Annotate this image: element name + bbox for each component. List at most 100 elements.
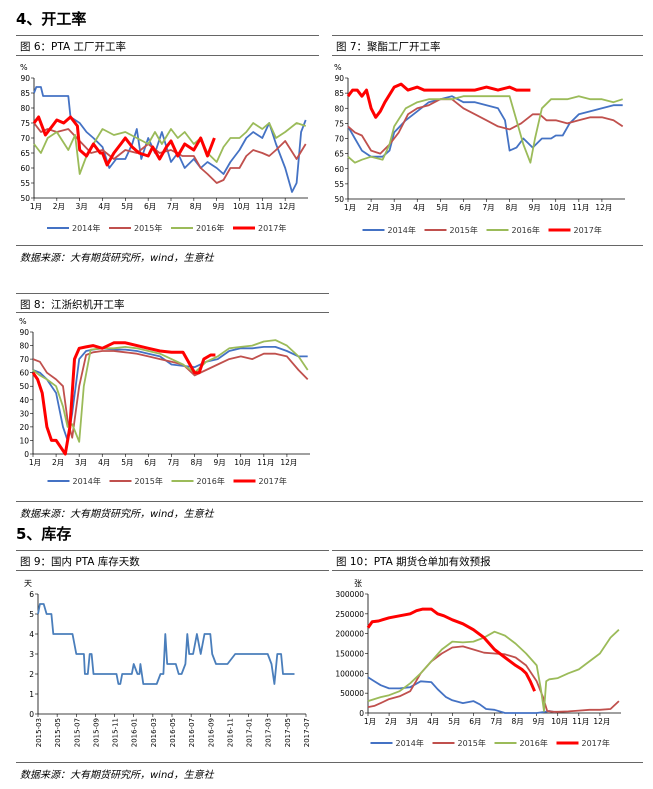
x-tick-label: 2016-05 xyxy=(169,718,177,747)
title-rule xyxy=(16,55,319,56)
x-tick-label: 11月 xyxy=(257,458,274,467)
x-tick-label: 2月 xyxy=(367,203,379,212)
x-tick-label: 2017-07 xyxy=(303,718,311,747)
x-tick-label: 10月 xyxy=(234,458,251,467)
figure-9-chart: 天 0 1 2 3 4 5 6 2015-03 2015-05 2015-07 2015-09 2015… xyxy=(24,579,311,747)
x-tick-label: 2015-05 xyxy=(54,718,62,747)
y-tick-label: 80 xyxy=(20,104,30,113)
y-tick-label: 50 xyxy=(19,382,29,391)
y-tick-label: 55 xyxy=(334,180,344,189)
source-rule xyxy=(16,501,643,502)
y-tick-label: 80 xyxy=(334,104,344,113)
legend-label: 2014年 xyxy=(396,738,424,748)
title-rule xyxy=(16,35,319,36)
x-tick-label: 2015-09 xyxy=(92,718,100,747)
legend-label: 2017年 xyxy=(259,476,287,486)
y-tick-label: 50000 xyxy=(340,689,364,698)
y-tick-label: 0 xyxy=(24,450,29,459)
x-tick-label: 11月 xyxy=(572,717,589,726)
legend-label: 2016年 xyxy=(520,738,548,748)
legend-label: 2017年 xyxy=(574,225,602,235)
x-tick-label: 8月 xyxy=(505,203,517,212)
x-tick-label: 12月 xyxy=(280,458,297,467)
x-tick-label: 1月 xyxy=(30,202,42,211)
x-tick-label: 11月 xyxy=(256,202,273,211)
figure-7-chart: % 50 55 60 65 70 75 80 85 90 1月 2月 3月 4月 5月 6月 7月 8月 9月 10月… xyxy=(334,63,625,235)
series-line-3 xyxy=(32,339,309,443)
x-tick-label: 2015-07 xyxy=(73,718,81,747)
x-tick-label: 2月 xyxy=(53,202,65,211)
legend-label: 2016年 xyxy=(512,225,540,235)
figure-6-chart: % 50 55 60 65 70 75 80 85 90 1月 2月 3月 4月 5月 6月 7月 8月 9月 10月… xyxy=(20,63,308,233)
x-tick-label: 8月 xyxy=(190,202,202,211)
y-unit-label: % xyxy=(334,63,342,72)
x-tick-label: 2015-03 xyxy=(35,718,43,747)
y-tick-label: 1 xyxy=(29,690,34,699)
y-tick-label: 5 xyxy=(29,610,34,619)
section-title-5: 5、库存 xyxy=(16,525,72,543)
series-line-1 xyxy=(37,603,295,685)
series-line-1 xyxy=(347,95,623,158)
y-tick-label: 65 xyxy=(20,149,30,158)
y-tick-label: 70 xyxy=(334,135,344,144)
legend-label: 2015年 xyxy=(458,738,486,748)
y-tick-label: 40 xyxy=(19,396,29,405)
y-tick-label: 6 xyxy=(29,590,34,599)
y-tick-label: 60 xyxy=(20,164,30,173)
y-tick-label: 85 xyxy=(20,89,30,98)
y-tick-label: 90 xyxy=(19,328,29,337)
y-unit-label: % xyxy=(19,317,27,326)
legend-label: 2014年 xyxy=(72,223,100,233)
y-tick-label: 250000 xyxy=(335,610,364,619)
title-rule xyxy=(16,312,329,313)
x-tick-label: 5月 xyxy=(436,203,448,212)
x-tick-label: 4月 xyxy=(427,717,439,726)
y-tick-label: 30 xyxy=(19,409,29,418)
y-tick-label: 75 xyxy=(334,119,344,128)
legend-label: 2014年 xyxy=(73,476,101,486)
legend-label: 2015年 xyxy=(135,476,163,486)
figure-9-title: 图 9：国内 PTA 库存天数 xyxy=(20,556,140,568)
figure-8-title: 图 8：江浙织机开工率 xyxy=(20,299,125,311)
x-tick-label: 6月 xyxy=(459,203,471,212)
y-tick-label: 4 xyxy=(29,630,34,639)
x-tick-label: 2017-03 xyxy=(265,718,273,747)
series-line-3 xyxy=(347,95,623,164)
x-tick-label: 7月 xyxy=(167,202,179,211)
figure-10-chart: 张 0 50000 100000 150000 200000 250000 300000 1月 2… xyxy=(335,579,621,748)
x-tick-label: 2017-05 xyxy=(284,718,292,747)
x-tick-label: 7月 xyxy=(490,717,502,726)
y-tick-label: 70 xyxy=(20,134,30,143)
y-tick-label: 0 xyxy=(359,709,364,718)
legend-label: 2016年 xyxy=(196,223,224,233)
x-tick-label: 4月 xyxy=(98,202,110,211)
y-tick-label: 2 xyxy=(29,670,34,679)
legend-label: 2017年 xyxy=(258,223,286,233)
x-tick-label: 3月 xyxy=(406,717,418,726)
y-tick-label: 300000 xyxy=(335,590,364,599)
y-tick-label: 65 xyxy=(334,150,344,159)
y-tick-label: 75 xyxy=(20,119,30,128)
x-tick-label: 2016-07 xyxy=(188,718,196,747)
y-tick-label: 20 xyxy=(19,423,29,432)
y-tick-label: 10 xyxy=(19,436,29,445)
x-tick-label: 2016-11 xyxy=(226,718,234,747)
legend-label: 2015年 xyxy=(450,225,478,235)
source-note-1: 数据来源：大有期货研究所，wind，生意社 xyxy=(20,253,214,264)
title-rule xyxy=(332,550,643,551)
x-tick-label: 11月 xyxy=(572,203,589,212)
title-rule xyxy=(332,570,643,571)
legend-label: 2017年 xyxy=(582,738,610,748)
y-tick-label: 70 xyxy=(19,355,29,364)
title-rule xyxy=(16,550,329,551)
x-tick-label: 8月 xyxy=(511,717,523,726)
x-tick-label: 8月 xyxy=(190,458,202,467)
x-tick-label: 2月 xyxy=(385,717,397,726)
y-unit-label: 张 xyxy=(354,579,362,588)
x-tick-label: 1月 xyxy=(29,458,41,467)
x-tick-label: 4月 xyxy=(98,458,110,467)
series-line-1 xyxy=(32,345,308,442)
x-tick-label: 2016-09 xyxy=(207,718,215,747)
figure-6-title: 图 6：PTA 工厂开工率 xyxy=(20,41,126,53)
x-tick-label: 9月 xyxy=(529,203,541,212)
